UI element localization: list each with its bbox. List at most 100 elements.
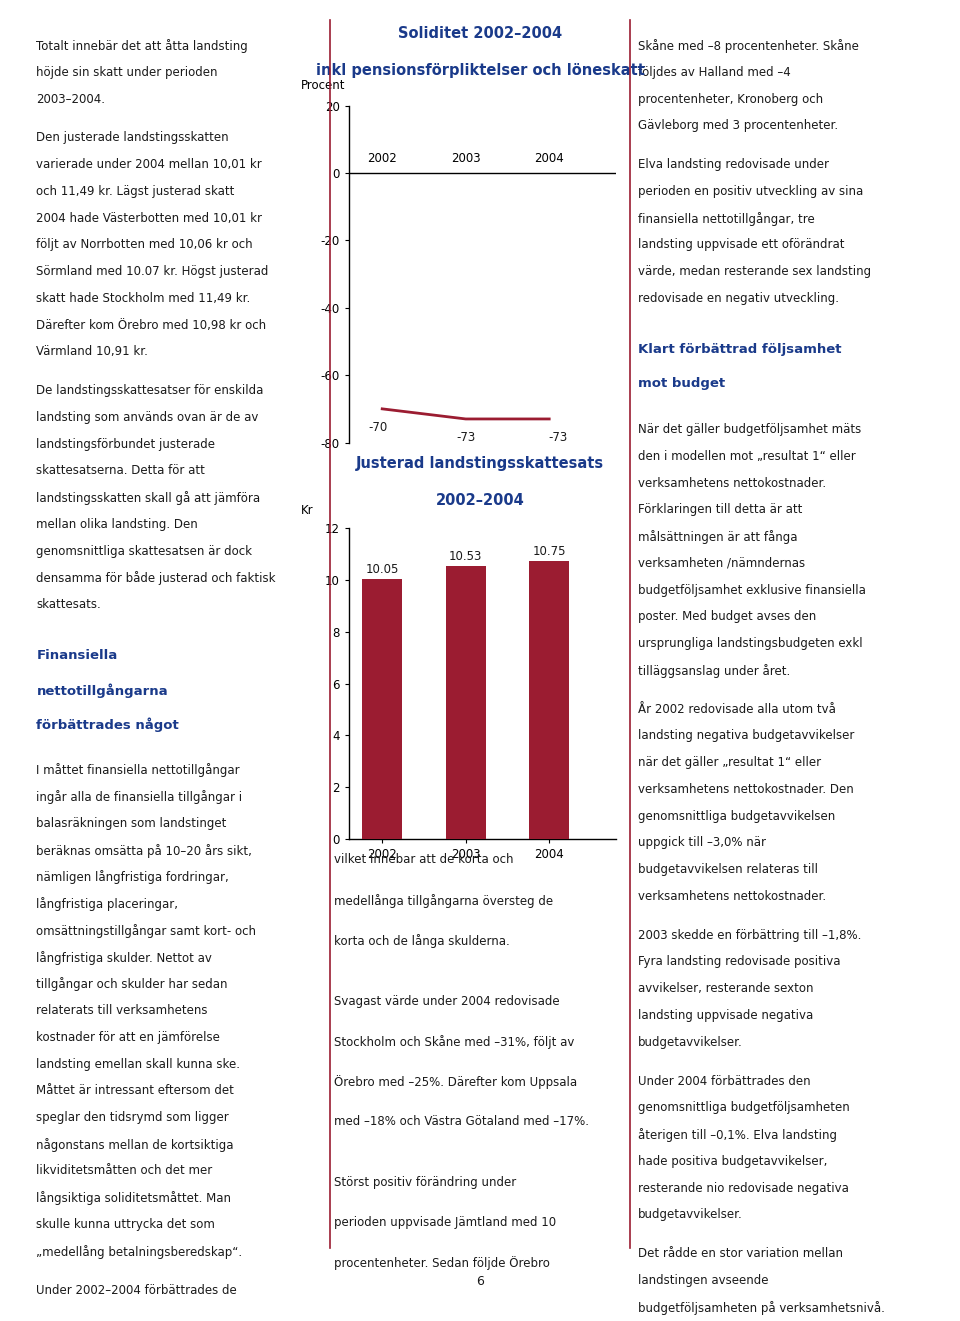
Text: Måttet är intressant eftersom det: Måttet är intressant eftersom det	[36, 1085, 234, 1098]
Text: 2003–2004.: 2003–2004.	[36, 92, 106, 106]
Bar	[362, 579, 402, 839]
Text: med –18% och Västra Götaland med –17%.: med –18% och Västra Götaland med –17%.	[334, 1115, 589, 1128]
Text: landsting uppvisade ett oförändrat: landsting uppvisade ett oförändrat	[638, 238, 845, 251]
Text: Värmland 10,91 kr.: Värmland 10,91 kr.	[36, 345, 149, 358]
Text: mellan olika landsting. Den: mellan olika landsting. Den	[36, 518, 198, 531]
Text: verksamheten /nämndernas: verksamheten /nämndernas	[638, 557, 805, 569]
Text: perioden en positiv utveckling av sina: perioden en positiv utveckling av sina	[638, 185, 863, 198]
Text: likviditetsmåtten och det mer: likviditetsmåtten och det mer	[36, 1165, 213, 1177]
Text: Därefter kom Örebro med 10,98 kr och: Därefter kom Örebro med 10,98 kr och	[36, 318, 267, 332]
Text: -73: -73	[456, 431, 475, 444]
Text: förbättrades något: förbättrades något	[36, 717, 180, 732]
Text: År 2002 redovisade alla utom två: År 2002 redovisade alla utom två	[638, 703, 836, 716]
Text: inkl pensionsförpliktelser och löneskatt: inkl pensionsförpliktelser och löneskatt	[316, 63, 644, 78]
Text: „medellång betalningsberedskap“.: „medellång betalningsberedskap“.	[36, 1244, 243, 1259]
Text: verksamhetens nettokostnader.: verksamhetens nettokostnader.	[638, 890, 827, 902]
Text: Elva landsting redovisade under: Elva landsting redovisade under	[638, 159, 829, 172]
Text: Totalt innebär det att åtta landsting: Totalt innebär det att åtta landsting	[36, 40, 249, 53]
Text: varierade under 2004 mellan 10,01 kr: varierade under 2004 mellan 10,01 kr	[36, 159, 262, 172]
Text: 10.53: 10.53	[449, 551, 482, 563]
Text: procentenheter, Kronoberg och: procentenheter, Kronoberg och	[638, 92, 824, 106]
Text: 2004 hade Västerbotten med 10,01 kr: 2004 hade Västerbotten med 10,01 kr	[36, 211, 262, 225]
Text: när det gäller „resultat 1“ eller: när det gäller „resultat 1“ eller	[638, 756, 821, 769]
Text: speglar den tidsrymd som ligger: speglar den tidsrymd som ligger	[36, 1111, 229, 1124]
Text: långfristiga placeringar,: långfristiga placeringar,	[36, 897, 179, 911]
Text: Förklaringen till detta är att: Förklaringen till detta är att	[638, 503, 803, 517]
Text: avvikelser, resterande sexton: avvikelser, resterande sexton	[638, 983, 813, 995]
Text: landstingsskatten skall gå att jämföra: landstingsskatten skall gå att jämföra	[36, 491, 260, 505]
Text: omsättningstillgångar samt kort- och: omsättningstillgångar samt kort- och	[36, 923, 256, 938]
Text: 2002: 2002	[368, 152, 397, 165]
Bar	[529, 560, 569, 839]
Text: skulle kunna uttrycka det som: skulle kunna uttrycka det som	[36, 1218, 215, 1231]
Text: 2003 skedde en förbättring till –1,8%.: 2003 skedde en förbättring till –1,8%.	[638, 929, 861, 942]
Text: budgetavvikelsen relateras till: budgetavvikelsen relateras till	[638, 863, 818, 876]
Text: och 11,49 kr. Lägst justerad skatt: och 11,49 kr. Lägst justerad skatt	[36, 185, 235, 198]
Text: Justerad landstingsskattesats: Justerad landstingsskattesats	[356, 456, 604, 470]
Text: Örebro med –25%. Därefter kom Uppsala: Örebro med –25%. Därefter kom Uppsala	[334, 1075, 578, 1089]
Text: Fyra landsting redovisade positiva: Fyra landsting redovisade positiva	[638, 955, 841, 968]
Text: Stockholm och Skåne med –31%, följt av: Stockholm och Skåne med –31%, följt av	[334, 1034, 575, 1049]
Text: landstingen avseende: landstingen avseende	[638, 1273, 769, 1287]
Text: Sörmland med 10.07 kr. Högst justerad: Sörmland med 10.07 kr. Högst justerad	[36, 266, 269, 279]
Text: redovisade en negativ utveckling.: redovisade en negativ utveckling.	[638, 292, 839, 305]
Text: Under 2002–2004 förbättrades de: Under 2002–2004 förbättrades de	[36, 1284, 237, 1297]
Text: De landstingsskattesatser för enskilda: De landstingsskattesatser för enskilda	[36, 384, 264, 398]
Text: perioden uppvisade Jämtland med 10: perioden uppvisade Jämtland med 10	[334, 1217, 557, 1229]
Text: ingår alla de finansiella tillgångar i: ingår alla de finansiella tillgångar i	[36, 790, 243, 804]
Text: korta och de långa skulderna.: korta och de långa skulderna.	[334, 934, 510, 948]
Text: procentenheter. Sedan följde Örebro: procentenheter. Sedan följde Örebro	[334, 1256, 550, 1271]
Text: verksamhetens nettokostnader.: verksamhetens nettokostnader.	[638, 477, 827, 490]
Text: Gävleborg med 3 procentenheter.: Gävleborg med 3 procentenheter.	[638, 119, 838, 132]
Text: Finansiella: Finansiella	[36, 649, 118, 662]
Text: Klart förbättrad följsamhet: Klart förbättrad följsamhet	[638, 343, 842, 355]
Bar	[445, 567, 486, 839]
Text: skatt hade Stockholm med 11,49 kr.: skatt hade Stockholm med 11,49 kr.	[36, 292, 251, 305]
Text: genomsnittliga skattesatsen är dock: genomsnittliga skattesatsen är dock	[36, 544, 252, 557]
Text: medellånga tillgångarna översteg de: medellånga tillgångarna översteg de	[334, 894, 554, 908]
Text: resterande nio redovisade negativa: resterande nio redovisade negativa	[638, 1181, 849, 1194]
Text: nettotillgångarna: nettotillgångarna	[36, 683, 168, 697]
Text: återigen till –0,1%. Elva landsting: återigen till –0,1%. Elva landsting	[638, 1128, 837, 1141]
Text: landsting uppvisade negativa: landsting uppvisade negativa	[638, 1009, 813, 1022]
Text: målsättningen är att fånga: målsättningen är att fånga	[638, 530, 798, 544]
Text: budgetavvikelser.: budgetavvikelser.	[638, 1036, 743, 1049]
Text: budgetföljsamheten på verksamhetsnivå.: budgetföljsamheten på verksamhetsnivå.	[638, 1301, 885, 1314]
Text: finansiella nettotillgångar, tre: finansiella nettotillgångar, tre	[638, 211, 815, 226]
Text: Under 2004 förbättrades den: Under 2004 förbättrades den	[638, 1074, 810, 1087]
Text: budgetavvikelser.: budgetavvikelser.	[638, 1209, 743, 1221]
Text: skattesatserna. Detta för att: skattesatserna. Detta för att	[36, 465, 205, 477]
Text: tilläggsanslag under året.: tilläggsanslag under året.	[638, 663, 790, 678]
Text: mot budget: mot budget	[638, 376, 725, 390]
Text: 10.75: 10.75	[533, 544, 566, 557]
Text: Kr: Kr	[300, 503, 313, 517]
Text: nämligen långfristiga fordringar,: nämligen långfristiga fordringar,	[36, 871, 229, 884]
Text: värde, medan resterande sex landsting: värde, medan resterande sex landsting	[638, 266, 872, 279]
Text: 6: 6	[476, 1275, 484, 1288]
Text: ursprungliga landstingsbudgeten exkl: ursprungliga landstingsbudgeten exkl	[638, 637, 863, 650]
Text: långsiktiga soliditetsmåttet. Man: långsiktiga soliditetsmåttet. Man	[36, 1192, 231, 1205]
Text: Svagast värde under 2004 redovisade: Svagast värde under 2004 redovisade	[334, 995, 560, 1008]
Text: Den justerade landstingsskatten: Den justerade landstingsskatten	[36, 132, 229, 144]
Text: Procent: Procent	[300, 79, 346, 91]
Text: I måttet finansiella nettotillgångar: I måttet finansiella nettotillgångar	[36, 764, 240, 777]
Text: budgetföljsamhet exklusive finansiella: budgetföljsamhet exklusive finansiella	[638, 584, 866, 597]
Text: Skåne med –8 procentenheter. Skåne: Skåne med –8 procentenheter. Skåne	[638, 40, 859, 53]
Text: skattesats.: skattesats.	[36, 598, 101, 612]
Text: balasräkningen som landstinget: balasräkningen som landstinget	[36, 816, 227, 830]
Text: beräknas omsätta på 10–20 års sikt,: beräknas omsätta på 10–20 års sikt,	[36, 844, 252, 857]
Text: landsting emellan skall kunna ske.: landsting emellan skall kunna ske.	[36, 1058, 240, 1070]
Text: verksamhetens nettokostnader. Den: verksamhetens nettokostnader. Den	[638, 783, 853, 795]
Text: landsting negativa budgetavvikelser: landsting negativa budgetavvikelser	[638, 729, 854, 742]
Text: följdes av Halland med –4: följdes av Halland med –4	[638, 66, 791, 79]
Text: Störst positiv förändring under: Störst positiv förändring under	[334, 1176, 516, 1189]
Text: -73: -73	[548, 431, 567, 444]
Text: relaterats till verksamhetens: relaterats till verksamhetens	[36, 1004, 208, 1017]
Text: den i modellen mot „resultat 1“ eller: den i modellen mot „resultat 1“ eller	[638, 450, 855, 462]
Text: När det gäller budgetföljsamhet mäts: När det gäller budgetföljsamhet mäts	[638, 423, 861, 436]
Text: hade positiva budgetavvikelser,: hade positiva budgetavvikelser,	[638, 1155, 828, 1168]
Text: densamma för både justerad och faktisk: densamma för både justerad och faktisk	[36, 572, 276, 585]
Text: vilket innebar att de korta och: vilket innebar att de korta och	[334, 853, 514, 867]
Text: Soliditet 2002–2004: Soliditet 2002–2004	[398, 26, 562, 41]
Text: 2003: 2003	[451, 152, 481, 165]
